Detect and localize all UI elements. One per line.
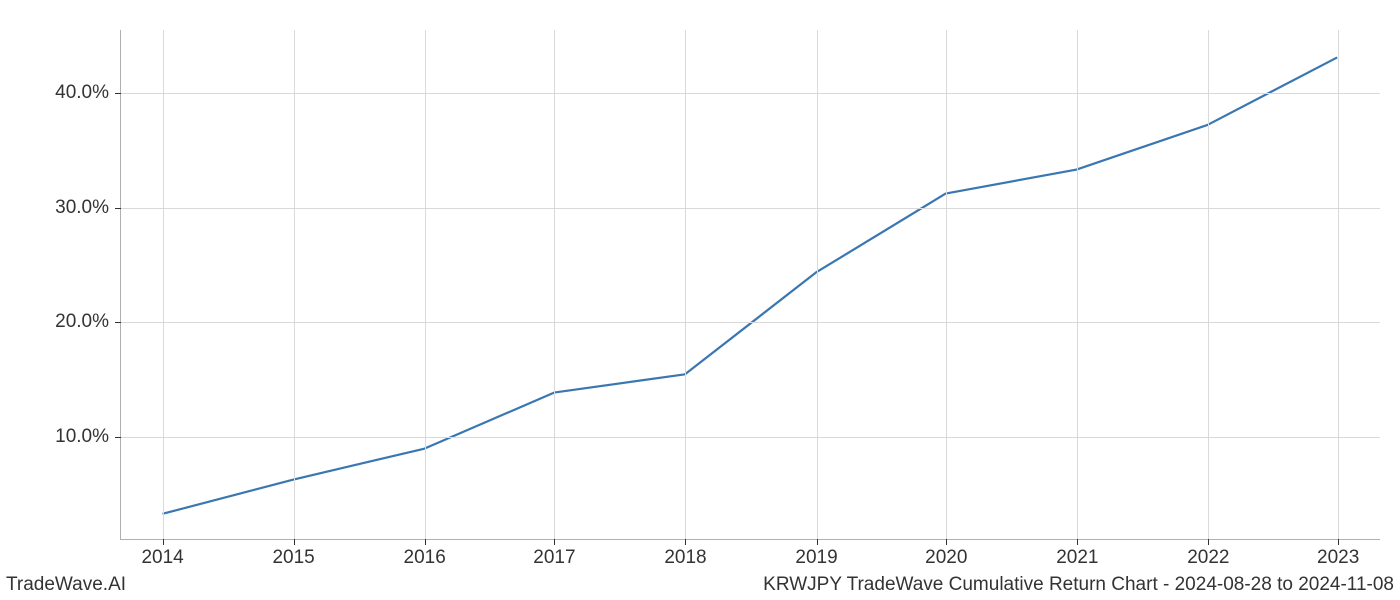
x-tick-mark xyxy=(817,539,818,545)
x-tick-label: 2020 xyxy=(925,547,967,569)
grid-line-vertical xyxy=(294,30,295,539)
y-tick-mark xyxy=(115,208,121,209)
x-tick-mark xyxy=(425,539,426,545)
grid-line-vertical xyxy=(1077,30,1078,539)
x-tick-label: 2016 xyxy=(404,547,446,569)
grid-line-vertical xyxy=(817,30,818,539)
y-tick-mark xyxy=(115,93,121,94)
x-tick-label: 2019 xyxy=(795,547,837,569)
y-tick-mark xyxy=(115,322,121,323)
y-tick-label: 20.0% xyxy=(55,311,109,333)
x-tick-mark xyxy=(1077,539,1078,545)
x-tick-mark xyxy=(685,539,686,545)
grid-line-horizontal xyxy=(121,322,1380,323)
x-tick-mark xyxy=(294,539,295,545)
footer-brand: TradeWave.AI xyxy=(6,574,126,596)
y-tick-label: 30.0% xyxy=(55,197,109,219)
x-tick-label: 2017 xyxy=(533,547,575,569)
grid-line-vertical xyxy=(685,30,686,539)
grid-line-horizontal xyxy=(121,93,1380,94)
x-tick-label: 2018 xyxy=(664,547,706,569)
x-tick-mark xyxy=(554,539,555,545)
x-tick-mark xyxy=(1208,539,1209,545)
footer-caption: KRWJPY TradeWave Cumulative Return Chart… xyxy=(763,574,1394,596)
grid-line-horizontal xyxy=(121,437,1380,438)
grid-line-horizontal xyxy=(121,208,1380,209)
x-tick-label: 2021 xyxy=(1056,547,1098,569)
grid-line-vertical xyxy=(1338,30,1339,539)
data-line xyxy=(163,57,1338,513)
chart-container: 10.0%20.0%30.0%40.0%20142015201620172018… xyxy=(120,30,1380,540)
x-tick-label: 2014 xyxy=(141,547,183,569)
x-tick-label: 2022 xyxy=(1187,547,1229,569)
x-tick-label: 2023 xyxy=(1317,547,1359,569)
plot-area: 10.0%20.0%30.0%40.0%20142015201620172018… xyxy=(120,30,1380,540)
grid-line-vertical xyxy=(554,30,555,539)
x-tick-mark xyxy=(163,539,164,545)
y-tick-label: 40.0% xyxy=(55,82,109,104)
grid-line-vertical xyxy=(425,30,426,539)
grid-line-vertical xyxy=(1208,30,1209,539)
grid-line-vertical xyxy=(946,30,947,539)
grid-line-vertical xyxy=(163,30,164,539)
x-tick-label: 2015 xyxy=(272,547,314,569)
y-tick-label: 10.0% xyxy=(55,426,109,448)
y-tick-mark xyxy=(115,437,121,438)
x-tick-mark xyxy=(1338,539,1339,545)
line-chart-svg xyxy=(121,30,1380,539)
x-tick-mark xyxy=(946,539,947,545)
